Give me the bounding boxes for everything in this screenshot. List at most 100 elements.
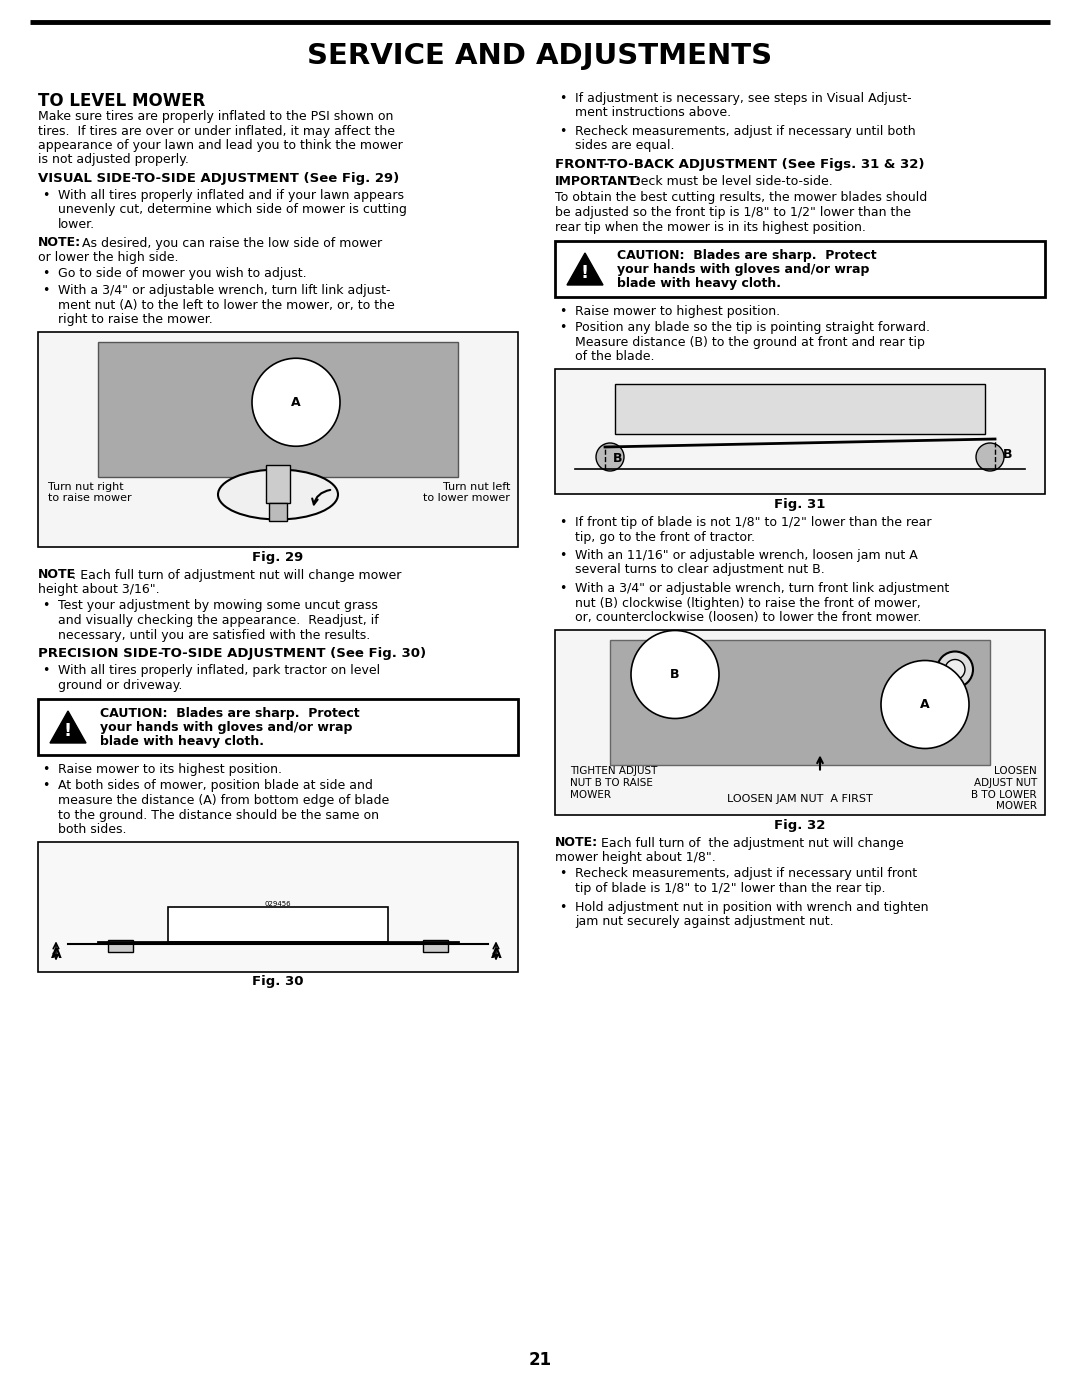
- Text: •: •: [559, 124, 566, 138]
- Text: rear tip when the mower is in its highest position.: rear tip when the mower is in its highes…: [555, 221, 866, 233]
- Text: or lower the high side.: or lower the high side.: [38, 251, 178, 264]
- Text: •: •: [42, 189, 50, 203]
- Text: With all tires properly inflated, park tractor on level: With all tires properly inflated, park t…: [58, 664, 380, 678]
- Circle shape: [945, 659, 966, 679]
- Text: A: A: [292, 395, 301, 409]
- Text: With a 3/4" or adjustable wrench, turn lift link adjust-: With a 3/4" or adjustable wrench, turn l…: [58, 284, 391, 298]
- FancyBboxPatch shape: [423, 940, 448, 951]
- Text: TIGHTEN ADJUST
NUT B TO RAISE
MOWER: TIGHTEN ADJUST NUT B TO RAISE MOWER: [570, 767, 658, 799]
- Text: appearance of your lawn and lead you to think the mower: appearance of your lawn and lead you to …: [38, 138, 403, 152]
- Text: : Each full turn of adjustment nut will change mower: : Each full turn of adjustment nut will …: [72, 569, 402, 581]
- Text: SERVICE AND ADJUSTMENTS: SERVICE AND ADJUSTMENTS: [308, 42, 772, 70]
- Text: blade with heavy cloth.: blade with heavy cloth.: [617, 277, 781, 291]
- Text: NOTE:: NOTE:: [38, 236, 81, 250]
- Text: B: B: [671, 668, 679, 680]
- Text: Position any blade so the tip is pointing straight forward.: Position any blade so the tip is pointin…: [575, 321, 930, 334]
- Text: height about 3/16".: height about 3/16".: [38, 583, 160, 597]
- Text: Raise mower to its highest position.: Raise mower to its highest position.: [58, 763, 282, 775]
- Text: At both sides of mower, position blade at side and: At both sides of mower, position blade a…: [58, 780, 373, 792]
- Text: •: •: [559, 868, 566, 880]
- Text: •: •: [42, 599, 50, 612]
- Text: A: A: [920, 698, 930, 711]
- Text: your hands with gloves and/or wrap: your hands with gloves and/or wrap: [100, 721, 352, 733]
- Text: Recheck measurements, adjust if necessary until both: Recheck measurements, adjust if necessar…: [575, 124, 916, 138]
- Text: •: •: [559, 901, 566, 914]
- Text: tip of blade is 1/8" to 1/2" lower than the rear tip.: tip of blade is 1/8" to 1/2" lower than …: [575, 882, 886, 895]
- Text: If front tip of blade is not 1/8" to 1/2" lower than the rear: If front tip of blade is not 1/8" to 1/2…: [575, 515, 931, 529]
- Circle shape: [976, 443, 1004, 471]
- Text: !: !: [581, 264, 589, 282]
- Text: FRONT-TO-BACK ADJUSTMENT (See Figs. 31 & 32): FRONT-TO-BACK ADJUSTMENT (See Figs. 31 &…: [555, 158, 924, 170]
- Text: If adjustment is necessary, see steps in Visual Adjust-: If adjustment is necessary, see steps in…: [575, 92, 912, 105]
- Text: and visually checking the appearance.  Readjust, if: and visually checking the appearance. Re…: [58, 615, 379, 627]
- Text: •: •: [559, 515, 566, 529]
- Text: VISUAL SIDE-TO-SIDE ADJUSTMENT (See Fig. 29): VISUAL SIDE-TO-SIDE ADJUSTMENT (See Fig.…: [38, 172, 400, 184]
- Text: B: B: [1003, 447, 1013, 461]
- FancyBboxPatch shape: [269, 503, 287, 521]
- Text: •: •: [559, 549, 566, 562]
- Ellipse shape: [218, 469, 338, 520]
- Text: your hands with gloves and/or wrap: your hands with gloves and/or wrap: [617, 263, 869, 277]
- Text: Each full turn of  the adjustment nut will change: Each full turn of the adjustment nut wil…: [597, 837, 904, 849]
- Text: A: A: [51, 947, 62, 961]
- Text: of the blade.: of the blade.: [575, 351, 654, 363]
- Text: •: •: [42, 763, 50, 775]
- Text: •: •: [559, 92, 566, 105]
- Text: With a 3/4" or adjustable wrench, turn front link adjustment: With a 3/4" or adjustable wrench, turn f…: [575, 583, 949, 595]
- Text: tires.  If tires are over or under inflated, it may affect the: tires. If tires are over or under inflat…: [38, 124, 395, 137]
- Text: Deck must be level side-to-side.: Deck must be level side-to-side.: [627, 175, 833, 189]
- Text: •: •: [42, 780, 50, 792]
- Text: is not adjusted properly.: is not adjusted properly.: [38, 154, 189, 166]
- Text: necessary, until you are satisfied with the results.: necessary, until you are satisfied with …: [58, 629, 370, 641]
- Text: Hold adjustment nut in position with wrench and tighten: Hold adjustment nut in position with wre…: [575, 901, 929, 914]
- Text: CAUTION:  Blades are sharp.  Protect: CAUTION: Blades are sharp. Protect: [100, 707, 360, 719]
- Text: Raise mower to highest position.: Raise mower to highest position.: [575, 305, 780, 319]
- Text: both sides.: both sides.: [58, 823, 126, 835]
- Text: mower height about 1/8".: mower height about 1/8".: [555, 851, 716, 863]
- Text: 029456: 029456: [265, 901, 292, 907]
- Text: measure the distance (A) from bottom edge of blade: measure the distance (A) from bottom edg…: [58, 793, 389, 807]
- FancyBboxPatch shape: [266, 464, 291, 503]
- Text: With an 11/16" or adjustable wrench, loosen jam nut A: With an 11/16" or adjustable wrench, loo…: [575, 549, 918, 562]
- Text: 21: 21: [528, 1351, 552, 1369]
- Text: blade with heavy cloth.: blade with heavy cloth.: [100, 735, 264, 747]
- Text: Fig. 31: Fig. 31: [774, 497, 826, 511]
- Text: •: •: [559, 583, 566, 595]
- Text: Go to side of mower you wish to adjust.: Go to side of mower you wish to adjust.: [58, 267, 307, 281]
- FancyBboxPatch shape: [108, 940, 133, 951]
- Text: be adjusted so the front tip is 1/8" to 1/2" lower than the: be adjusted so the front tip is 1/8" to …: [555, 205, 912, 219]
- Text: nut (B) clockwise (ltighten) to raise the front of mower,: nut (B) clockwise (ltighten) to raise th…: [575, 597, 921, 609]
- FancyBboxPatch shape: [38, 331, 518, 546]
- Text: IMPORTANT:: IMPORTANT:: [555, 175, 642, 189]
- Text: LOOSEN JAM NUT  A FIRST: LOOSEN JAM NUT A FIRST: [727, 795, 873, 805]
- Text: PRECISION SIDE-TO-SIDE ADJUSTMENT (See Fig. 30): PRECISION SIDE-TO-SIDE ADJUSTMENT (See F…: [38, 647, 427, 659]
- Text: ground or driveway.: ground or driveway.: [58, 679, 183, 692]
- Text: Turn nut left
to lower mower: Turn nut left to lower mower: [423, 482, 510, 503]
- Text: !: !: [64, 722, 72, 740]
- FancyBboxPatch shape: [38, 841, 518, 971]
- Text: or, counterclockwise (loosen) to lower the front mower.: or, counterclockwise (loosen) to lower t…: [575, 610, 921, 624]
- FancyBboxPatch shape: [555, 242, 1045, 298]
- FancyBboxPatch shape: [555, 369, 1045, 495]
- Text: NOTE:: NOTE:: [555, 837, 598, 849]
- Text: to the ground. The distance should be the same on: to the ground. The distance should be th…: [58, 809, 379, 821]
- Text: sides are equal.: sides are equal.: [575, 140, 675, 152]
- Text: B: B: [613, 451, 622, 464]
- Circle shape: [937, 651, 973, 687]
- Text: To obtain the best cutting results, the mower blades should: To obtain the best cutting results, the …: [555, 191, 928, 204]
- Text: Test your adjustment by mowing some uncut grass: Test your adjustment by mowing some uncu…: [58, 599, 378, 612]
- Text: •: •: [42, 267, 50, 281]
- Text: TO LEVEL MOWER: TO LEVEL MOWER: [38, 92, 205, 110]
- Text: Fig. 29: Fig. 29: [253, 550, 303, 563]
- Text: lower.: lower.: [58, 218, 95, 231]
- Text: •: •: [42, 284, 50, 298]
- Polygon shape: [567, 253, 603, 285]
- Polygon shape: [50, 711, 86, 743]
- FancyBboxPatch shape: [98, 341, 458, 476]
- Text: •: •: [42, 664, 50, 678]
- FancyBboxPatch shape: [168, 907, 388, 942]
- Text: several turns to clear adjustment nut B.: several turns to clear adjustment nut B.: [575, 563, 825, 577]
- Text: unevenly cut, determine which side of mower is cutting: unevenly cut, determine which side of mo…: [58, 204, 407, 217]
- Text: LOOSEN
ADJUST NUT
B TO LOWER
MOWER: LOOSEN ADJUST NUT B TO LOWER MOWER: [971, 767, 1037, 812]
- Text: Make sure tires are properly inflated to the PSI shown on: Make sure tires are properly inflated to…: [38, 110, 393, 123]
